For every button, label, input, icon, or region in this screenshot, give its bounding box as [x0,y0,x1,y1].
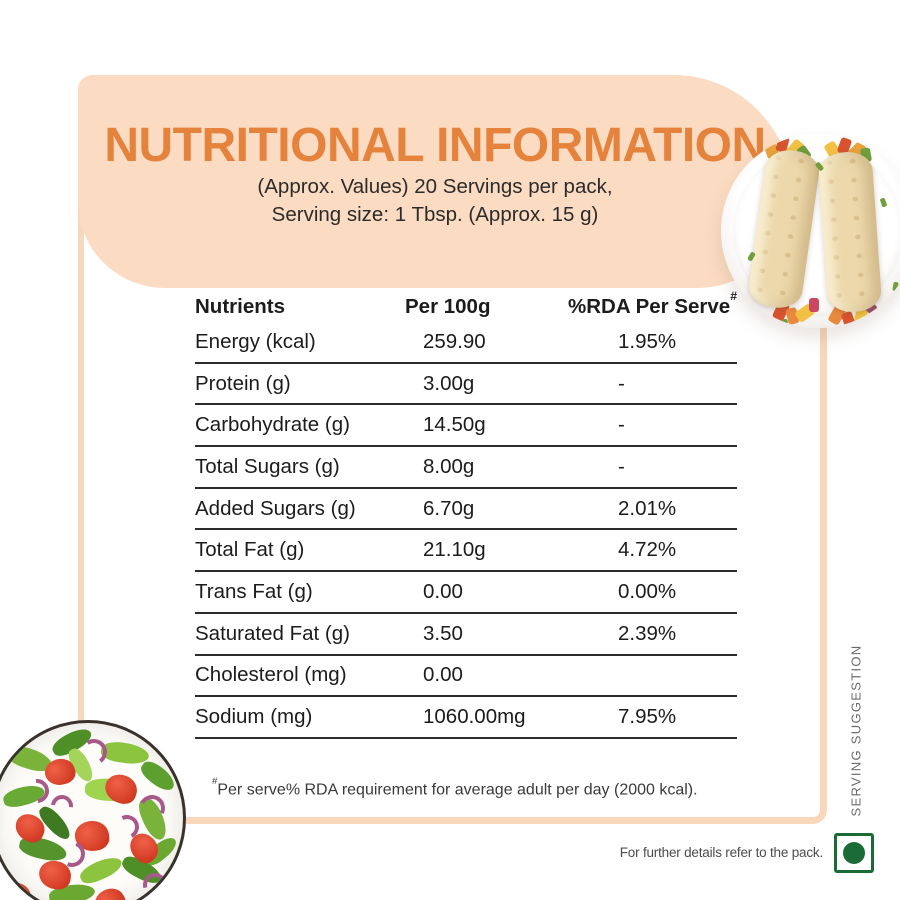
cell-rda: - [618,371,625,395]
col-header-rda: %RDA Per Serve# [568,289,738,319]
table-row: Total Sugars (g) 8.00g - [195,447,737,489]
col-header-per100g: Per 100g [405,295,491,318]
salad-leaf [99,739,151,767]
cell-per100g: 259.90 [423,329,486,353]
cell-rda: 1.95% [618,329,677,353]
table-row: Saturated Fat (g) 3.50 2.39% [195,614,737,656]
cell-name: Sodium (mg) [195,705,313,729]
table-row: Energy (kcal) 259.90 1.95% [195,322,737,364]
cell-name: Saturated Fat (g) [195,621,350,645]
cell-rda: 2.01% [618,496,677,520]
cell-name: Energy (kcal) [195,329,316,353]
cell-name: Total Sugars (g) [195,454,340,478]
cell-per100g: 6.70g [423,496,475,520]
cell-rda: 0.00% [618,579,677,603]
cell-name: Added Sugars (g) [195,496,356,520]
cell-rda: 7.95% [618,705,677,729]
cell-rda: 4.72% [618,538,677,562]
wrap-roll-right [817,150,883,314]
cell-per100g: 21.10g [423,538,486,562]
further-details-note: For further details refer to the pack. [619,845,823,860]
cell-per100g: 0.00 [423,663,463,687]
cell-per100g: 1060.00mg [423,705,526,729]
cell-name: Total Fat (g) [195,538,305,562]
table-row: Cholesterol (mg) 0.00 [195,656,737,698]
table-row: Added Sugars (g) 6.70g 2.01% [195,489,737,531]
cell-per100g: 3.00g [423,371,475,395]
salad-bowl [0,720,186,900]
serving-info-line1: (Approx. Values) 20 Servings per pack, [257,175,613,198]
table-row: Carbohydrate (g) 14.50g - [195,405,737,448]
col-header-nutrients: Nutrients [195,295,285,318]
cell-name: Protein (g) [195,371,291,395]
rda-footnote: #Per serve% RDA requirement for average … [212,776,698,799]
cell-per100g: 8.00g [423,454,475,478]
serving-info: (Approx. Values) 20 Servings per pack, S… [78,173,792,229]
tomato-piece [102,771,140,807]
vegetarian-green-dot [843,842,865,864]
wrap-filling [809,298,819,312]
tomato-piece [0,878,35,900]
cell-per100g: 3.50 [423,621,463,645]
footnote-text: Per serve% RDA requirement for average a… [217,781,698,799]
header-peach-panel [78,75,792,288]
cell-name: Cholesterol (mg) [195,663,347,687]
cell-rda: - [618,413,625,437]
herb-garnish [892,281,899,292]
page-title: NUTRITIONAL INFORMATION [104,119,766,172]
rda-footnote-marker: # [730,289,738,304]
serving-suggestion-label: SERVING SUGGESTION [848,644,864,817]
tomato-piece [90,883,130,900]
table-row: Sodium (mg) 1060.00mg 7.95% [195,697,737,739]
table-row: Protein (g) 3.00g - [195,364,737,406]
footnote-marker: # [212,775,218,787]
nutrition-table: Nutrients Per 100g %RDA Per Serve# Energ… [195,289,738,739]
table-row: Total Fat (g) 21.10g 4.72% [195,530,737,573]
cell-name: Trans Fat (g) [195,579,313,603]
cell-rda: 2.39% [618,621,677,645]
nutrition-table-header: Nutrients Per 100g %RDA Per Serve# [195,289,738,322]
taco-plate [721,134,900,328]
vegetarian-mark-icon [834,833,874,873]
peach-frame-border [78,140,827,824]
nutrition-table-body: Energy (kcal) 259.90 1.95% Protein (g) 3.00g… [195,322,737,739]
cell-name: Carbohydrate (g) [195,413,350,437]
cell-rda: - [618,454,625,478]
cell-per100g: 0.00 [423,579,463,603]
table-row: Trans Fat (g) 0.00 0.00% [195,572,737,614]
serving-info-line2: Serving size: 1 Tbsp. (Approx. 15 g) [271,203,599,226]
cell-per100g: 14.50g [423,413,486,437]
